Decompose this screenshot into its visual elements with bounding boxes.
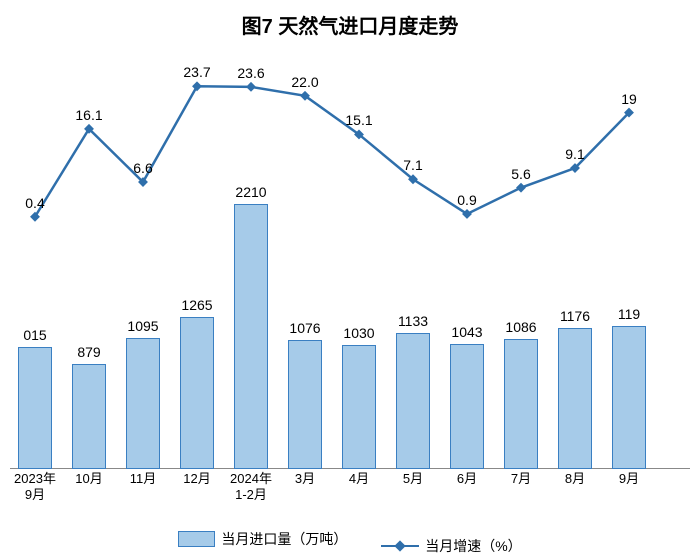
line-value-label: 23.7 [183,64,210,80]
line-value-label: 15.1 [345,112,372,128]
line-value-label: 5.6 [511,166,530,182]
line-value-label: 16.1 [75,107,102,123]
legend-item-bar: 当月进口量（万吨） [178,529,347,549]
line-value-label: 19 [621,91,637,107]
line-value-label: 22.0 [291,74,318,90]
line-value-label: 6.6 [133,160,152,176]
legend-line-label: 当月增速（%） [425,536,521,556]
line-value-label: 0.9 [457,192,476,208]
legend-swatch-bar [178,531,215,547]
line-value-label: 9.1 [565,146,584,162]
line-value-label: 7.1 [403,157,422,173]
chart-title: 图7 天然气进口月度走势 [10,10,690,39]
legend: 当月进口量（万吨） 当月增速（%） [10,529,690,556]
legend-swatch-line [381,542,419,550]
chart-area: 0152023年 9月87910月109511月126512月22102024年… [10,49,690,489]
line-value-label: 0.4 [25,195,44,211]
line-value-label: 23.6 [237,65,264,81]
legend-item-line: 当月增速（%） [381,536,521,556]
legend-bar-label: 当月进口量（万吨） [221,529,347,549]
